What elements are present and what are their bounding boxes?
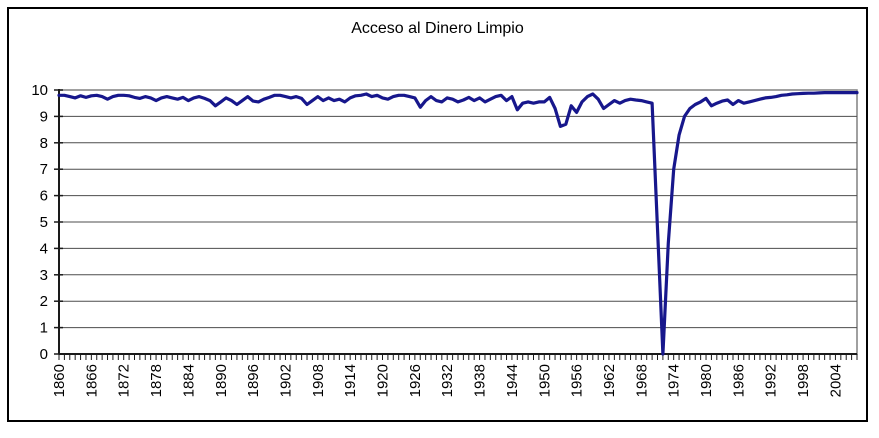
x-tick-label: 1938 (472, 364, 489, 397)
x-tick-label: 1860 (51, 364, 68, 397)
y-tick-label: 5 (40, 214, 48, 231)
x-tick-label: 1872 (116, 364, 133, 397)
x-tick-label: 1920 (375, 364, 392, 397)
data-line-acceso-al-dinero-limpio (57, 90, 859, 356)
x-tick-label: 1944 (504, 364, 521, 397)
x-tick-label: 1932 (439, 364, 456, 397)
y-tick-label: 2 (40, 293, 48, 310)
x-tick-label: 1968 (633, 364, 650, 397)
x-tick-label: 1914 (342, 364, 359, 397)
x-tick-label: 1866 (83, 364, 100, 397)
x-tick-label: 1962 (601, 364, 618, 397)
x-tick-label: 1878 (148, 364, 165, 397)
x-tick-label: 1902 (277, 364, 294, 397)
x-tick-label: 1926 (407, 364, 424, 397)
x-tick-label: 1908 (310, 364, 327, 397)
x-tick-label: 1974 (666, 364, 683, 397)
y-tick-label: 0 (40, 346, 48, 363)
chart-title: Acceso al Dinero Limpio (351, 20, 524, 37)
x-tick-label: 1986 (730, 364, 747, 397)
y-tick-label: 6 (40, 188, 48, 205)
x-tick-label: 1992 (763, 364, 780, 397)
x-tick-label: 1950 (536, 364, 553, 397)
y-tick-label: 8 (40, 135, 48, 152)
chart-frame: Acceso al Dinero Limpio (7, 7, 868, 422)
x-tick-label: 1884 (180, 364, 197, 397)
y-tick-label: 4 (40, 240, 48, 257)
y-tick-label: 9 (40, 108, 48, 125)
x-tick-label: 2004 (827, 364, 844, 397)
x-tick-label: 1980 (698, 364, 715, 397)
x-tick-label: 1896 (245, 364, 262, 397)
x-tick-label: 1956 (569, 364, 586, 397)
y-tick-label: 1 (40, 320, 48, 337)
y-tick-label: 3 (40, 267, 48, 284)
y-tick-label: 10 (31, 82, 48, 99)
x-tick-label: 1890 (213, 364, 230, 397)
y-tick-label: 7 (40, 161, 48, 178)
x-tick-label: 1998 (795, 364, 812, 397)
